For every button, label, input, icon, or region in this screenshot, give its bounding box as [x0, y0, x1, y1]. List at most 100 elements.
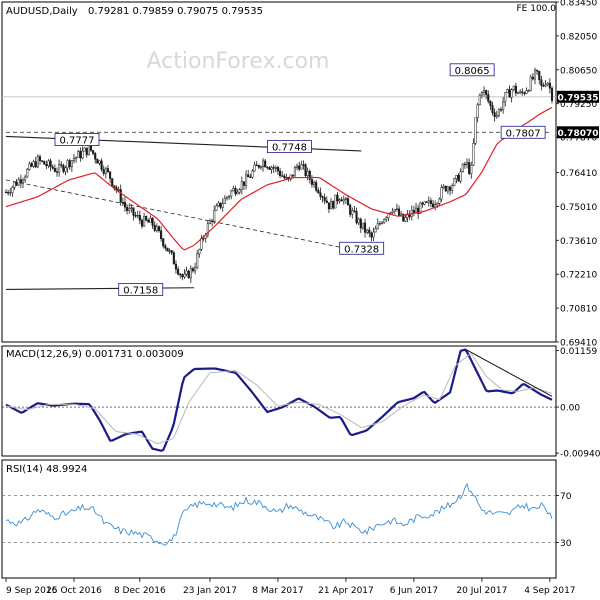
- candle: [266, 166, 269, 170]
- candle-body: [36, 156, 39, 168]
- candle-body: [13, 182, 16, 188]
- candle: [463, 161, 466, 169]
- candle-body: [58, 164, 61, 173]
- candle-body: [211, 220, 214, 222]
- candle: [372, 227, 375, 242]
- candle-body: [266, 166, 269, 169]
- candle: [221, 198, 224, 212]
- candle: [300, 160, 303, 170]
- candle: [512, 85, 515, 92]
- candle-body: [474, 117, 477, 144]
- candle: [268, 166, 271, 170]
- candle-body: [38, 156, 42, 161]
- candle-body: [68, 160, 71, 168]
- candle-body: [359, 218, 362, 229]
- candle-body: [336, 194, 339, 202]
- candle: [225, 196, 228, 201]
- candle: [510, 88, 513, 103]
- candle: [38, 154, 42, 165]
- candle: [77, 149, 80, 158]
- candle-body: [166, 247, 169, 252]
- candle-body: [355, 211, 358, 224]
- candle-body: [7, 191, 10, 194]
- candle-body: [308, 171, 311, 180]
- candle-body: [202, 237, 205, 240]
- candle: [313, 180, 316, 188]
- candle-body: [508, 89, 511, 98]
- candle-body: [525, 90, 528, 94]
- candle: [60, 161, 63, 169]
- candle: [346, 194, 350, 206]
- level-label-0.7158: 0.7158: [118, 283, 164, 296]
- candle-body: [230, 190, 233, 197]
- candle: [245, 170, 248, 190]
- candle-body: [499, 109, 503, 111]
- candle-body: [251, 170, 254, 178]
- candle: [378, 220, 381, 226]
- candle: [446, 185, 449, 195]
- watermark: ActionForex.com: [147, 49, 330, 74]
- candle-body: [378, 223, 381, 225]
- level-label-text: 0.7807: [506, 128, 541, 139]
- candle: [550, 85, 554, 104]
- candle-body: [289, 174, 292, 180]
- candle-body: [232, 188, 235, 192]
- candle-body: [383, 219, 386, 224]
- candle: [143, 212, 146, 227]
- candle: [487, 90, 490, 104]
- trendline-dashed-trend: [5, 179, 346, 249]
- level-label-box: [267, 140, 312, 153]
- level-label-0.8065: 0.8065: [449, 63, 495, 77]
- candle: [353, 205, 356, 213]
- candle-body: [476, 104, 479, 119]
- candle: [106, 165, 110, 174]
- candle: [219, 202, 222, 210]
- candle: [92, 150, 95, 156]
- candle: [342, 195, 345, 205]
- candle-body: [41, 160, 44, 162]
- candle: [363, 218, 367, 238]
- price-ytick-label: 0.75010: [560, 203, 597, 213]
- candle: [66, 159, 69, 173]
- price-tag-0.78070: 0.78070: [557, 126, 599, 139]
- candle: [298, 161, 301, 172]
- candle: [485, 89, 488, 100]
- candle-body: [349, 204, 352, 215]
- candle-body: [262, 160, 265, 168]
- candle: [508, 85, 511, 98]
- candle: [536, 69, 539, 75]
- candle: [153, 221, 156, 233]
- candle: [296, 163, 299, 171]
- candle-body: [85, 147, 88, 156]
- candle: [13, 182, 16, 190]
- x-tick-label: 20 Jul 2017: [456, 586, 507, 596]
- candle: [149, 215, 152, 223]
- candle: [155, 223, 158, 233]
- candle-body: [293, 167, 296, 177]
- candle-body: [321, 196, 324, 198]
- candle-body: [111, 178, 114, 186]
- candle-body: [385, 217, 388, 220]
- candle-body: [423, 201, 426, 205]
- candle-body: [502, 101, 505, 111]
- candle: [395, 203, 398, 212]
- candle-body: [391, 210, 394, 213]
- candle: [223, 195, 226, 204]
- candle: [478, 93, 481, 106]
- candle-body: [542, 85, 545, 87]
- candle-body: [363, 222, 367, 233]
- candle: [319, 187, 322, 200]
- candle-body: [327, 202, 330, 210]
- candle: [391, 207, 394, 215]
- candle: [355, 207, 358, 225]
- candle-body: [323, 197, 326, 202]
- candle: [453, 177, 456, 187]
- candle-body: [546, 82, 549, 86]
- candle-body: [461, 163, 464, 172]
- candle: [198, 248, 201, 258]
- candle-body: [134, 215, 137, 217]
- candle: [323, 193, 326, 205]
- candle-body: [151, 217, 154, 226]
- candle-body: [374, 228, 377, 233]
- candle: [531, 73, 534, 81]
